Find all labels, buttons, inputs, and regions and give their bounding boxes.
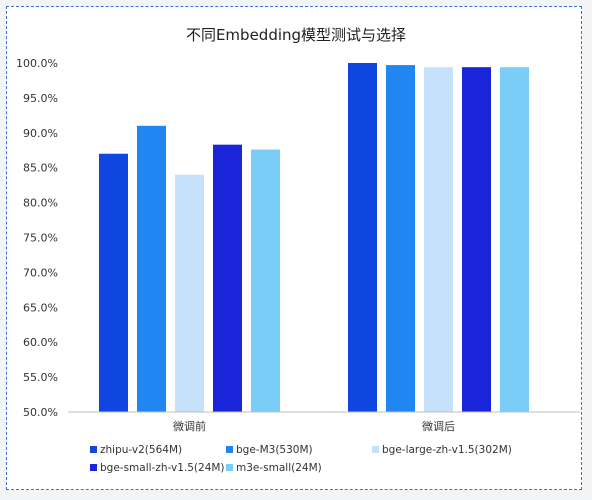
y-tick-label: 60.0% [23,336,58,349]
legend: zhipu-v2(564M) bge-M3(530M) bge-large-zh-v… [90,444,512,474]
legend-label: bge-small-zh-v1.5(24M) [100,462,225,474]
y-tick-label: 75.0% [23,232,58,245]
y-tick-label: 95.0% [23,92,58,105]
legend-label: m3e-small(24M) [236,462,322,474]
legend-swatch [372,446,379,453]
x-tick-label: 微调前 [173,419,206,433]
legend-swatch [226,464,233,471]
bar [213,144,242,412]
x-axis: 微调前 微调后 [173,419,455,433]
chart-title: 不同Embedding模型测试与选择 [186,26,406,44]
bars [99,63,529,413]
bar [251,149,280,412]
bar [500,67,529,413]
bar [386,65,415,413]
bar [175,174,204,412]
bar [462,67,491,413]
legend-swatch [226,446,233,453]
bar [137,125,166,412]
legend-label: bge-M3(530M) [236,444,313,456]
y-tick-label: 55.0% [23,371,58,384]
legend-label: zhipu-v2(564M) [100,444,182,456]
legend-swatch [90,464,97,471]
bar [348,63,377,412]
y-tick-label: 85.0% [23,162,58,175]
bar [99,153,128,413]
y-tick-label: 80.0% [23,197,58,210]
y-tick-label: 65.0% [23,301,58,314]
y-tick-label: 50.0% [23,406,58,419]
y-tick-label: 70.0% [23,266,58,279]
bar [424,67,453,413]
legend-label: bge-large-zh-v1.5(302M) [382,444,512,456]
legend-swatch [90,446,97,453]
y-tick-label: 100.0% [16,57,58,70]
x-tick-label: 微调后 [422,419,455,433]
y-axis: 50.0% 55.0% 60.0% 65.0% 70.0% 75.0% 80.0% 85.0%… [16,57,58,419]
y-tick-label: 90.0% [23,127,58,140]
